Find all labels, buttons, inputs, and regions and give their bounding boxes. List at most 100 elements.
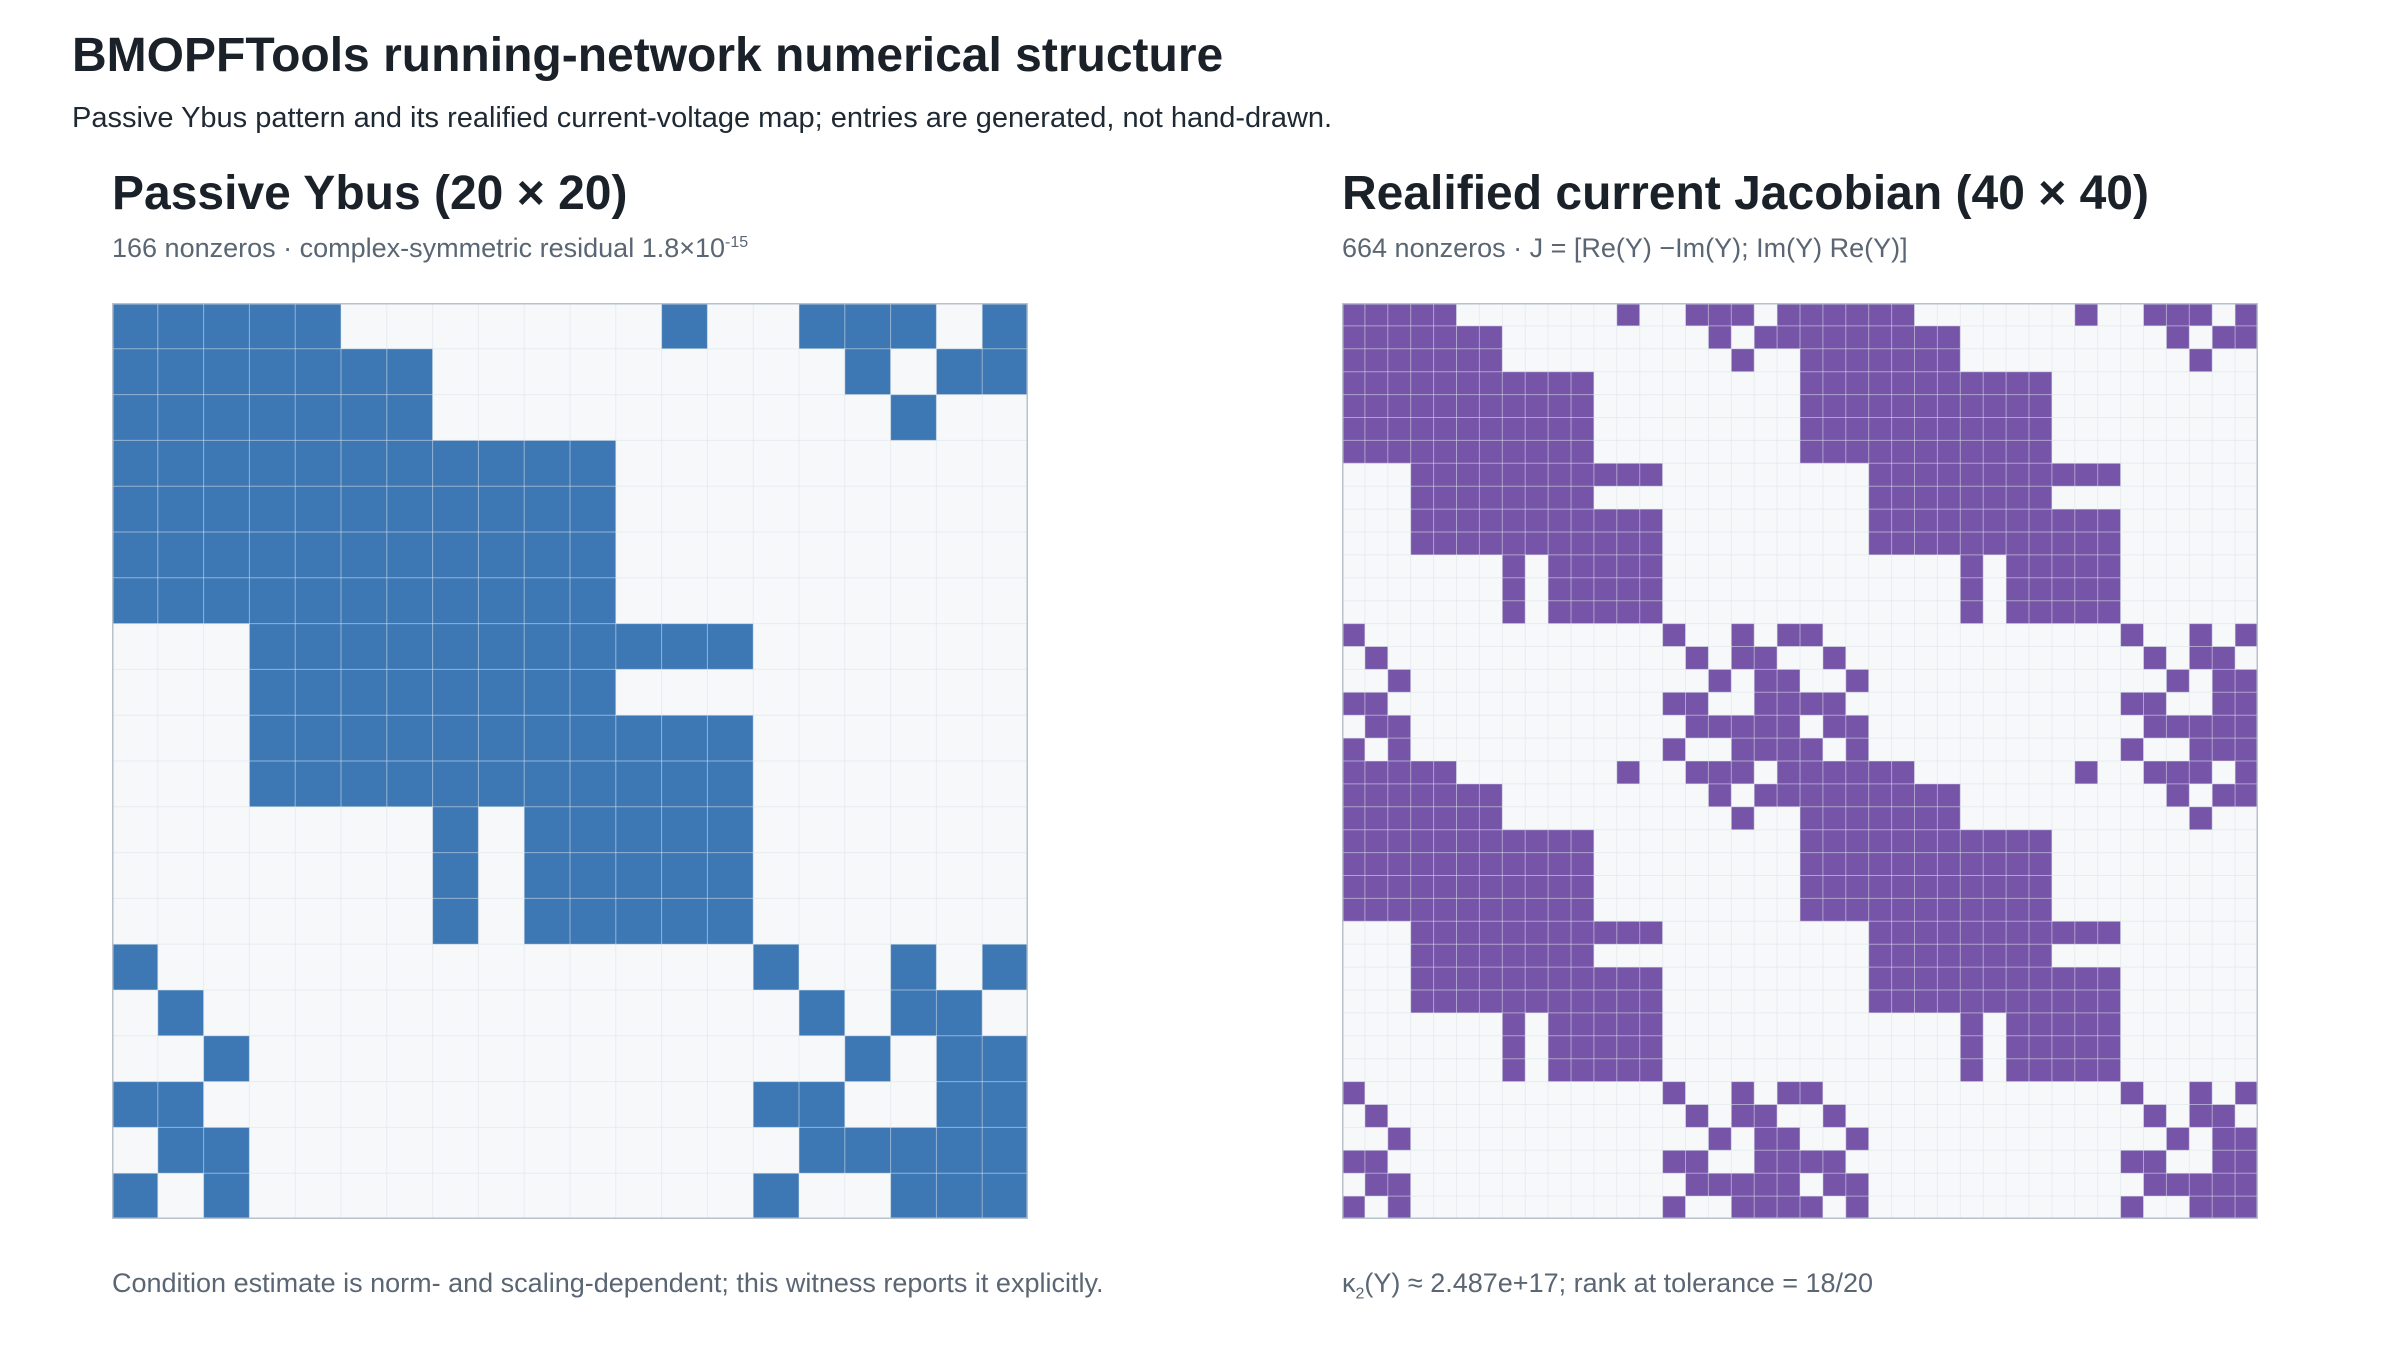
jacobian-nonzero-cell — [1548, 875, 1572, 899]
jacobian-zero-cell — [2051, 692, 2076, 716]
jacobian-zero-cell — [1937, 623, 1961, 647]
jacobian-nonzero-cell — [1662, 692, 1686, 716]
ybus-zero-cell — [295, 1081, 342, 1128]
ybus-nonzero-cell — [157, 1127, 205, 1174]
jacobian-nonzero-cell — [1364, 1104, 1389, 1128]
ybus-nonzero-cell — [615, 715, 663, 762]
ybus-zero-cell — [799, 944, 846, 991]
jacobian-zero-cell — [1685, 440, 1709, 464]
jacobian-zero-cell — [1479, 1150, 1503, 1174]
jacobian-nonzero-cell — [1364, 646, 1389, 670]
jacobian-nonzero-cell — [1364, 852, 1389, 876]
ybus-zero-cell — [386, 944, 434, 991]
ybus-nonzero-cell — [203, 348, 250, 396]
jacobian-nonzero-cell — [1685, 692, 1709, 716]
jacobian-nonzero-cell — [1868, 875, 1893, 899]
jacobian-zero-cell — [2235, 532, 2258, 556]
jacobian-zero-cell — [1662, 967, 1686, 991]
jacobian-zero-cell — [1662, 532, 1686, 556]
jacobian-zero-cell — [2074, 646, 2099, 670]
jacobian-zero-cell — [1983, 1173, 2007, 1197]
ybus-zero-cell — [341, 1081, 388, 1128]
jacobian-zero-cell — [2166, 1196, 2190, 1219]
jacobian-zero-cell — [1754, 554, 1778, 579]
jacobian-zero-cell — [1548, 1150, 1572, 1174]
jacobian-nonzero-cell — [2166, 325, 2190, 350]
jacobian-nonzero-cell — [1937, 325, 1961, 350]
jacobian-nonzero-cell — [1593, 577, 1618, 602]
jacobian-zero-cell — [1983, 783, 2007, 808]
jacobian-zero-cell — [1410, 577, 1435, 602]
jacobian-zero-cell — [1891, 692, 1915, 716]
jacobian-nonzero-cell — [1891, 806, 1915, 831]
ybus-nonzero-cell — [615, 852, 663, 899]
jacobian-zero-cell — [1800, 715, 1824, 739]
jacobian-nonzero-cell — [1525, 440, 1549, 464]
jacobian-zero-cell — [1822, 554, 1847, 579]
jacobian-nonzero-cell — [1387, 829, 1412, 854]
ybus-panel-title: Passive Ybus (20 × 20) — [112, 167, 628, 220]
jacobian-zero-cell — [2074, 738, 2099, 762]
jacobian-nonzero-cell — [1845, 875, 1870, 899]
jacobian-zero-cell — [1479, 623, 1503, 647]
jacobian-zero-cell — [1479, 303, 1503, 327]
jacobian-zero-cell — [1639, 875, 1664, 899]
jacobian-zero-cell — [1502, 348, 1526, 373]
ybus-nonzero-cell — [524, 852, 571, 899]
jacobian-zero-cell — [1639, 944, 1664, 968]
ybus-nonzero-cell — [295, 440, 342, 487]
jacobian-nonzero-cell — [2189, 806, 2213, 831]
jacobian-zero-cell — [2120, 646, 2144, 670]
jacobian-nonzero-cell — [2029, 967, 2053, 991]
jacobian-nonzero-cell — [1754, 783, 1778, 808]
jacobian-nonzero-cell — [1822, 761, 1847, 785]
ybus-zero-cell — [478, 1081, 525, 1128]
ybus-zero-cell — [799, 898, 846, 945]
jacobian-zero-cell — [1685, 829, 1709, 854]
jacobian-nonzero-cell — [2189, 623, 2213, 647]
ybus-nonzero-cell — [799, 303, 846, 350]
jacobian-nonzero-cell — [1364, 1150, 1389, 1174]
ybus-nonzero-cell — [570, 623, 617, 670]
jacobian-nonzero-cell — [1525, 532, 1549, 556]
jacobian-zero-cell — [1479, 1173, 1503, 1197]
jacobian-zero-cell — [2189, 875, 2213, 899]
jacobian-nonzero-cell — [1433, 303, 1457, 327]
jacobian-zero-cell — [1571, 806, 1595, 831]
jacobian-zero-cell — [1937, 1127, 1961, 1151]
jacobian-zero-cell — [2074, 1196, 2099, 1219]
jacobian-zero-cell — [1639, 623, 1664, 647]
jacobian-nonzero-cell — [2006, 852, 2030, 876]
jacobian-zero-cell — [1502, 1081, 1526, 1105]
jacobian-zero-cell — [1777, 554, 1801, 579]
ybus-zero-cell — [432, 1081, 479, 1128]
ybus-zero-cell — [341, 944, 388, 991]
jacobian-zero-cell — [2212, 898, 2236, 922]
jacobian-zero-cell — [2166, 852, 2190, 876]
jacobian-nonzero-cell — [1502, 532, 1526, 556]
jacobian-nonzero-cell — [1845, 806, 1870, 831]
jacobian-zero-cell — [1456, 1081, 1480, 1105]
jacobian-zero-cell — [1937, 646, 1961, 670]
jacobian-zero-cell — [2235, 509, 2258, 533]
jacobian-nonzero-cell — [1387, 440, 1412, 464]
jacobian-zero-cell — [1639, 692, 1664, 716]
jacobian-nonzero-cell — [2212, 1173, 2236, 1197]
jacobian-zero-cell — [1731, 967, 1755, 991]
ybus-nonzero-cell — [707, 761, 754, 808]
jacobian-nonzero-cell — [2212, 1127, 2236, 1151]
jacobian-nonzero-cell — [2006, 440, 2030, 464]
jacobian-zero-cell — [2166, 1058, 2190, 1083]
jacobian-zero-cell — [1800, 1012, 1824, 1037]
jacobian-nonzero-cell — [1387, 417, 1412, 441]
jacobian-nonzero-cell — [1891, 761, 1915, 785]
jacobian-nonzero-cell — [1502, 440, 1526, 464]
jacobian-zero-cell — [1914, 600, 1938, 625]
jacobian-nonzero-cell — [1410, 417, 1435, 441]
jacobian-nonzero-cell — [1845, 738, 1870, 762]
jacobian-nonzero-cell — [1822, 829, 1847, 854]
jacobian-zero-cell — [1525, 783, 1549, 808]
ybus-zero-cell — [203, 806, 250, 854]
jacobian-zero-cell — [1662, 440, 1686, 464]
jacobian-zero-cell — [1800, 990, 1824, 1014]
